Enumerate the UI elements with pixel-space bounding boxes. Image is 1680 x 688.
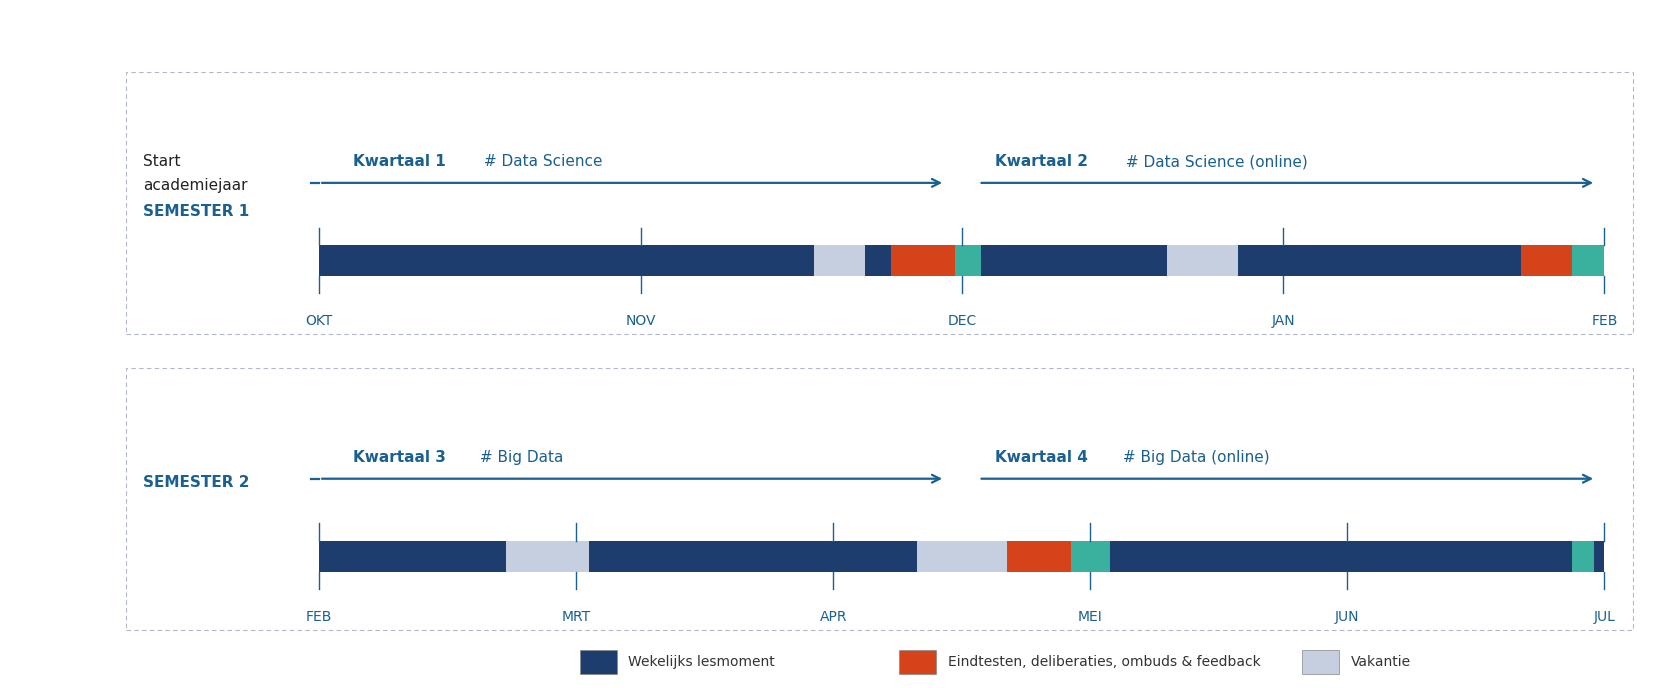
Bar [1238,245,1270,276]
Text: SEMESTER 2: SEMESTER 2 [143,475,249,490]
Text: NOV: NOV [625,314,655,328]
Bar [590,541,628,572]
Bar [319,541,506,572]
Text: SEMESTER 1: SEMESTER 1 [143,204,249,219]
Text: FEB: FEB [1591,314,1618,328]
Bar [506,541,590,572]
Text: academiejaar: academiejaar [143,178,247,193]
Text: # Big Data (online): # Big Data (online) [1119,450,1270,465]
Text: JUL: JUL [1593,610,1616,624]
Text: APR: APR [820,610,847,624]
Bar [956,245,981,276]
Text: # Data Science: # Data Science [479,154,603,169]
Bar [1072,541,1109,572]
Text: JAN: JAN [1272,314,1295,328]
Bar [1594,541,1604,572]
Text: # Big Data: # Big Data [475,450,564,465]
Text: Kwartaal 2: Kwartaal 2 [996,154,1089,169]
FancyBboxPatch shape [126,72,1633,334]
Bar [1520,245,1572,276]
Text: MEI: MEI [1079,610,1102,624]
Text: JUN: JUN [1336,610,1359,624]
Text: Eindtesten, deliberaties, ombuds & feedback: Eindtesten, deliberaties, ombuds & feedb… [948,655,1260,669]
Text: Vakantie: Vakantie [1351,655,1411,669]
Bar [815,245,865,276]
Text: Kwartaal 1: Kwartaal 1 [353,154,445,169]
Bar [899,649,936,674]
Bar [628,541,917,572]
Bar [580,649,617,674]
Bar [865,245,890,276]
Text: FEB: FEB [306,610,333,624]
Text: Kwartaal 4: Kwartaal 4 [996,450,1089,465]
Bar [1168,245,1238,276]
Bar [890,245,956,276]
Bar [917,541,1006,572]
Bar [319,245,815,276]
Text: DEC: DEC [948,314,976,328]
FancyBboxPatch shape [126,368,1633,630]
Bar [1006,541,1072,572]
Bar [1572,245,1604,276]
Bar [1109,541,1572,572]
Bar [1572,541,1594,572]
Text: Wekelijks lesmoment: Wekelijks lesmoment [628,655,774,669]
Text: MRT: MRT [561,610,591,624]
Text: OKT: OKT [306,314,333,328]
Text: Start: Start [143,154,180,169]
Bar [1270,245,1520,276]
Bar [981,245,1168,276]
Text: Kwartaal 3: Kwartaal 3 [353,450,445,465]
Bar [1302,649,1339,674]
Text: # Data Science (online): # Data Science (online) [1122,154,1309,169]
